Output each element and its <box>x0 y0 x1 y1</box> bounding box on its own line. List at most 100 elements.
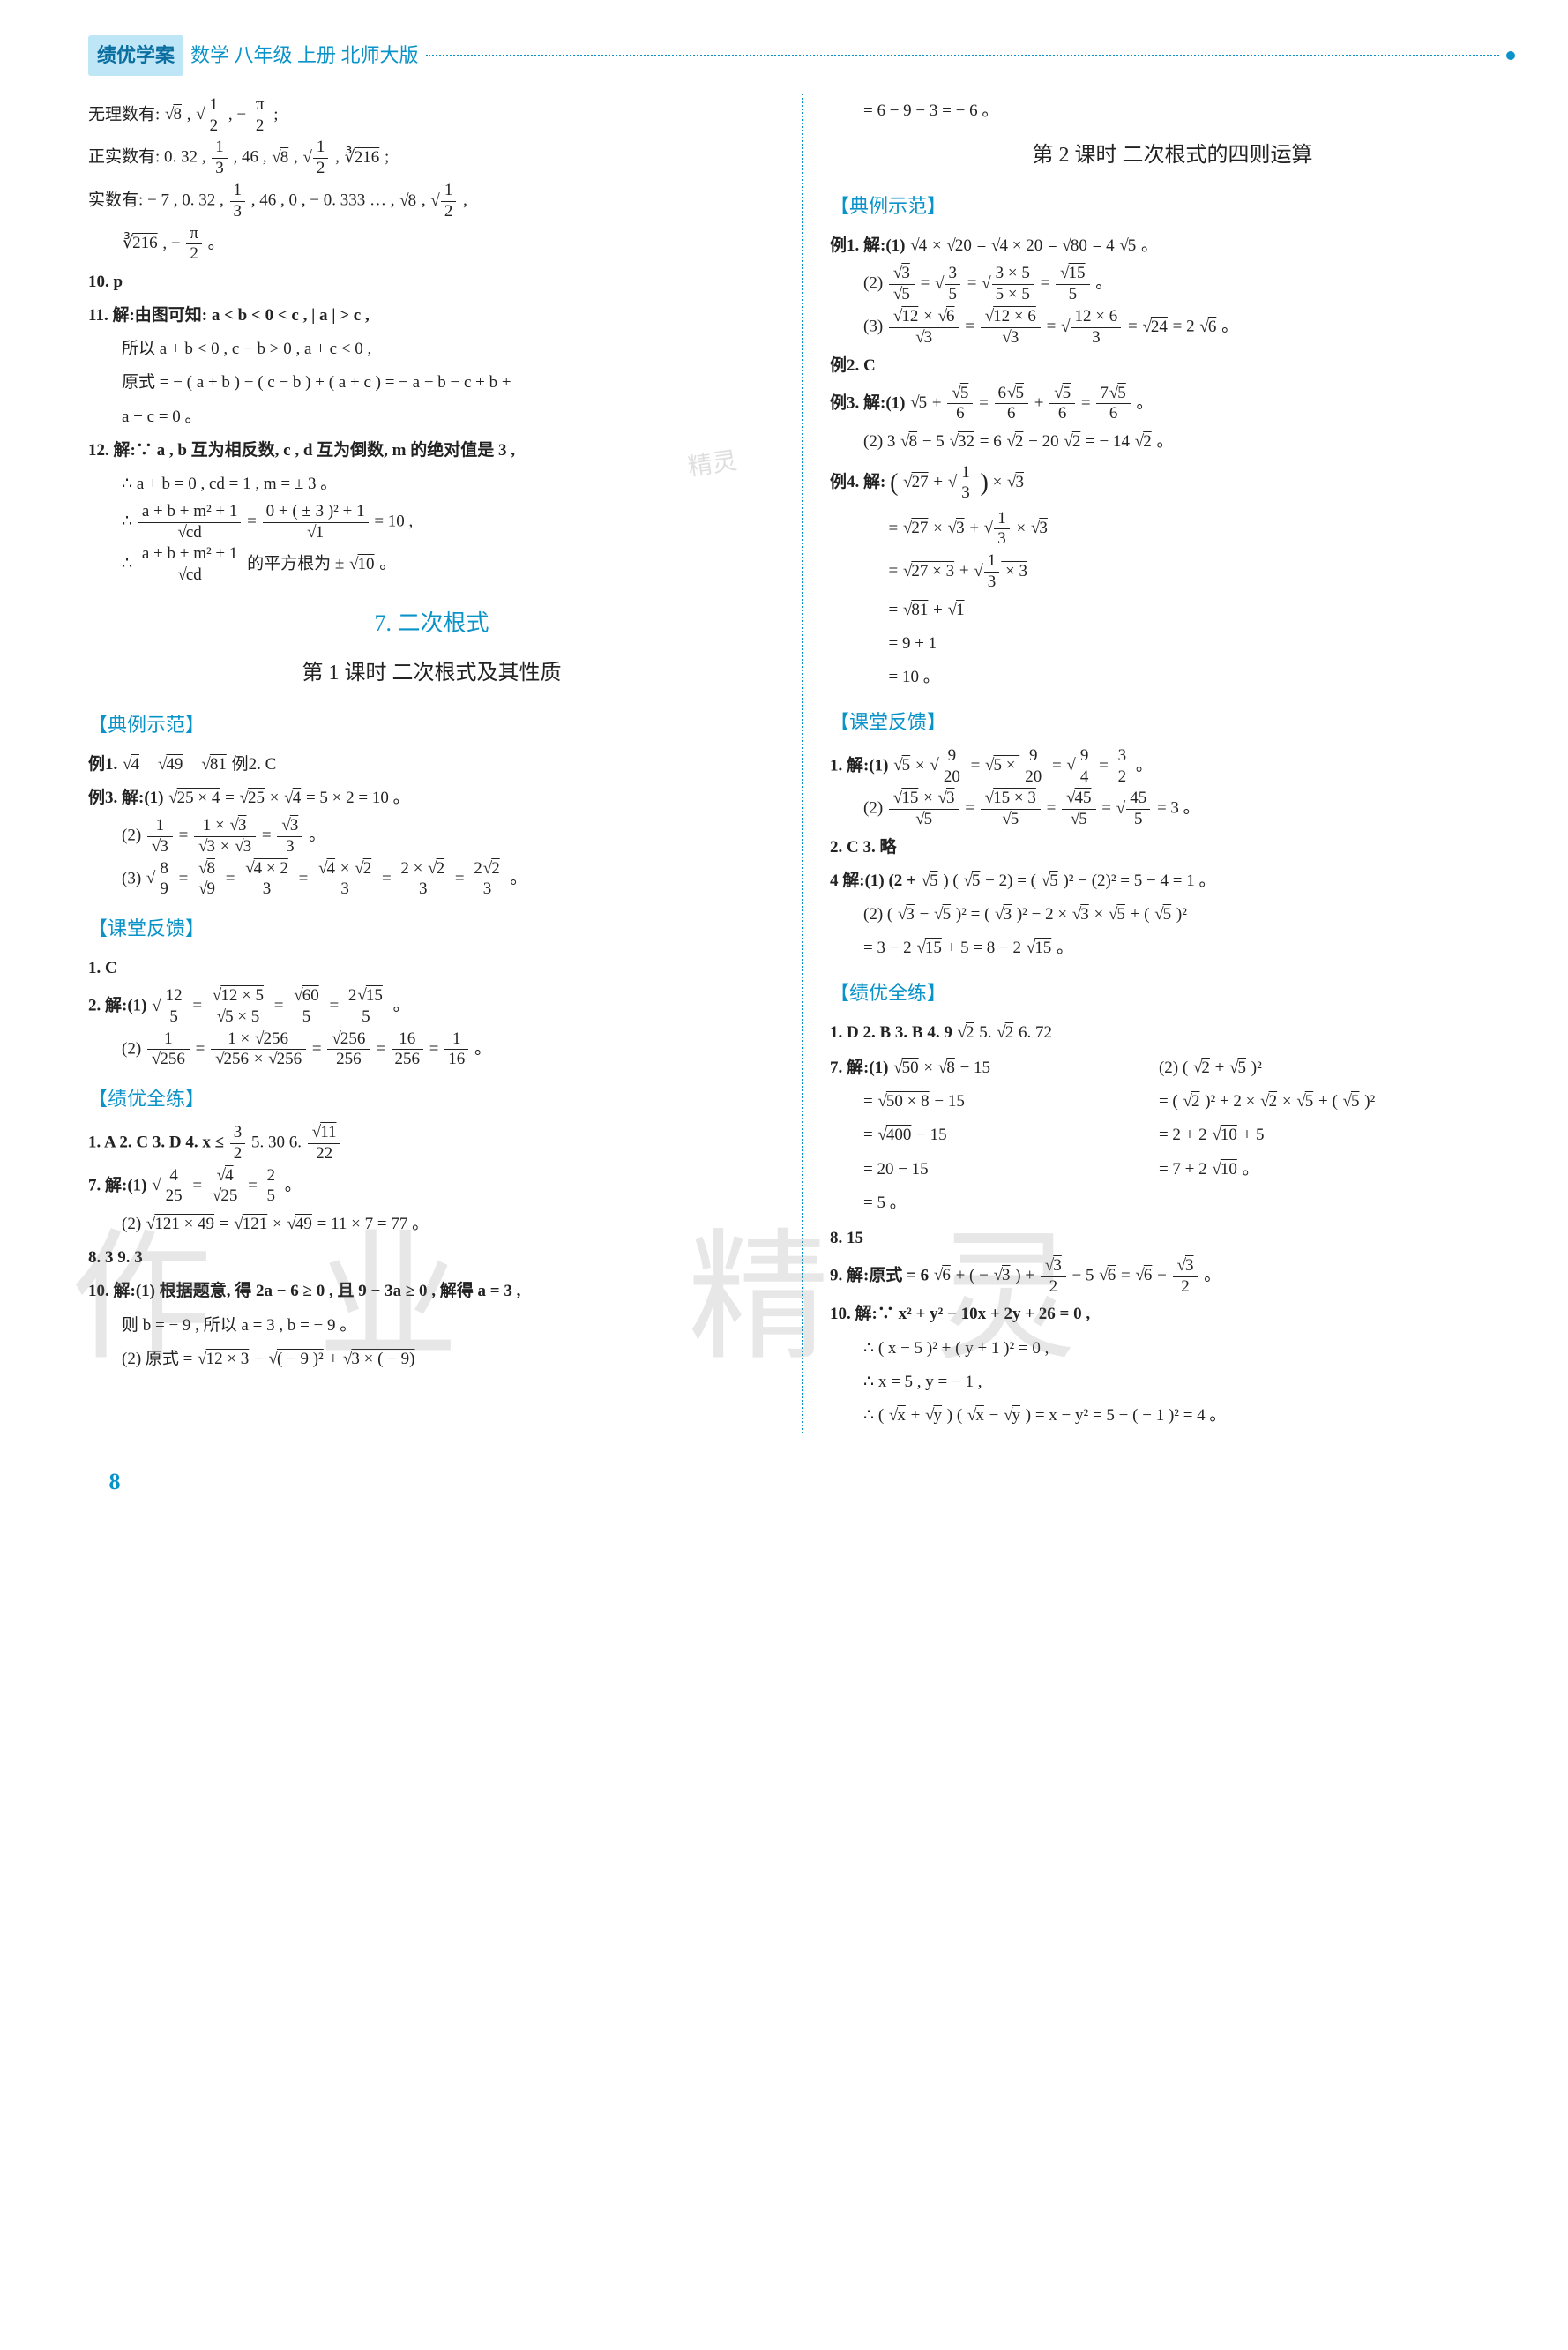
text: + 5 <box>1243 1126 1265 1144</box>
text: 例2. C <box>232 755 277 774</box>
sqrt: 2 <box>1183 1092 1201 1111</box>
rkt1: 1. 解:(1) <box>830 756 888 775</box>
sqrt: 400 <box>877 1126 912 1144</box>
line: 2. 解:(1) 125 = 12 × 55 × 5 = 605 = 2155 … <box>88 986 775 1028</box>
sqrt: 5 <box>909 393 928 412</box>
q11: 11. 解:由图可知: a < b < 0 < c , | a | > c , <box>88 306 370 325</box>
sqrt: 81 <box>200 755 227 774</box>
text: (2) <box>863 799 883 818</box>
line: = 5 。 <box>830 1187 1159 1219</box>
sqrt: y <box>1003 1406 1021 1425</box>
jy7: 7. 解:(1) <box>88 1176 146 1194</box>
text: , 46 , <box>234 148 267 167</box>
section-heading: 【典例示范】 <box>830 188 1515 225</box>
rjy7a: 7. 解:(1) <box>830 1059 892 1077</box>
line: (2) ( 3 − 5 )² = ( 3 )² − 2 × 3 × 5 + ( … <box>830 899 1515 931</box>
line: 无理数有: 8 , 12 , − π2 ; <box>88 95 775 137</box>
sqrt: 8 <box>900 432 918 451</box>
text: ∴ ( <box>863 1406 884 1425</box>
line: 1. C <box>88 953 775 984</box>
cuberoot: 216 <box>122 234 159 252</box>
sqrt: 50 <box>892 1059 919 1077</box>
text: (2) ( <box>1159 1059 1188 1077</box>
text: 。 <box>1137 393 1154 412</box>
rjy-row: 1. D 2. B 3. B 4. 9 <box>830 1023 952 1042</box>
text: = 3 。 <box>1157 799 1200 818</box>
line: 10. 解:∵ x² + y² − 10x + 2y + 26 = 0 , <box>830 1298 1515 1330</box>
header-dot-icon <box>1506 51 1515 60</box>
line: (2) 121 × 49 = 121 × 49 = 11 × 7 = 77 。 <box>88 1209 775 1240</box>
sqrt: 24 <box>1141 318 1168 336</box>
line: (3) 89 = 89 = 4 × 23 = 4 × 23 = 2 × 23 =… <box>88 859 775 901</box>
two-col-work: 7. 解:(1) 50 × 8 − 15 = 50 × 8 − 15 = 400… <box>830 1051 1515 1220</box>
text: ) ( <box>947 1406 962 1425</box>
kt1: 1. C <box>88 959 117 977</box>
sqrt: 5 <box>933 905 952 924</box>
text: 5. 30 6. <box>251 1134 302 1152</box>
line: 12. 解:∵ a , b 互为相反数, c , d 互为倒数, m 的绝对值是… <box>88 435 775 467</box>
text: = 7 + 2 <box>1159 1160 1207 1179</box>
line: 实数有: − 7 , 0. 32 , 13 , 46 , 0 , − 0. 33… <box>88 181 775 222</box>
text: (3) <box>122 869 141 887</box>
sqrt: ( − 9 )² <box>268 1350 325 1368</box>
line: (2) 13 = 1 × 33 × 3 = 33 。 <box>88 816 775 857</box>
work-right: (2) ( 2 + 5 )² = ( 2 )² + 2 × 2 × 5 + ( … <box>1159 1051 1515 1220</box>
frac: 16256 <box>392 1029 424 1071</box>
line: = 3 − 2 15 + 5 = 8 − 2 15 。 <box>830 932 1515 964</box>
line: = 27 × 3 + 13 × 3 <box>830 551 1515 593</box>
line: (2) ( 2 + 5 )² <box>1159 1052 1515 1084</box>
text: − 15 <box>934 1092 964 1111</box>
line: ∴ ( x − 5 )² + ( y + 1 )² = 0 , <box>830 1333 1515 1365</box>
text: − 15 <box>960 1059 990 1077</box>
text: ) + <box>1015 1266 1034 1284</box>
text: = 2 + 2 <box>1159 1126 1207 1144</box>
text: = <box>889 562 899 580</box>
frac: 155 <box>1056 264 1089 305</box>
frac: a + b + m² + 1cd <box>138 502 242 543</box>
line: 10. p <box>88 266 775 298</box>
jy89: 8. 3 9. 3 <box>88 1248 143 1267</box>
text: (2) <box>863 274 883 293</box>
line: (2) 15 × 35 = 15 × 35 = 455 = 455 = 3 。 <box>830 789 1515 830</box>
line: (2) 35 = 35 = 3 × 55 × 5 = 155 。 <box>830 264 1515 305</box>
frac: 1 × 33 × 3 <box>194 816 256 857</box>
text: − 2) = ( <box>985 872 1036 890</box>
text: = <box>1121 1266 1131 1284</box>
sqrt: 2 <box>1134 432 1153 451</box>
sqrt: 25 × 4 <box>168 789 220 807</box>
chapter-title: 7. 二次根式 <box>88 602 775 645</box>
frac: a + b + m² + 1cd <box>138 544 242 586</box>
line: = 10 。 <box>830 662 1515 693</box>
sqrt: 4 × 20 <box>990 236 1043 255</box>
sqrt: 5 <box>1295 1092 1314 1111</box>
text: = <box>889 601 902 619</box>
frac: 13 <box>212 138 228 179</box>
sqrt: 5 <box>921 872 939 890</box>
paren-icon: ( <box>890 469 898 497</box>
line: ∴ x = 5 , y = − 1 , <box>830 1366 1515 1398</box>
line: 原式 = − ( a + b ) − ( c − b ) + ( a + c )… <box>88 367 775 399</box>
frac: 1122 <box>308 1123 341 1164</box>
line: 8. 3 9. 3 <box>88 1242 775 1274</box>
text: 。 <box>1136 756 1153 775</box>
ex3: 例3. 解:(1) <box>88 789 168 807</box>
text: )² − 2 × <box>1017 905 1067 924</box>
sqrt: 121 <box>233 1215 268 1233</box>
sqrt: x <box>967 1406 985 1425</box>
line: 7. 解:(1) 425 = 425 = 25 。 <box>88 1166 775 1208</box>
page-number: 8 <box>88 1460 141 1503</box>
sqrt: 5 <box>1228 1059 1247 1077</box>
lesson-title: 第 2 课时 二次根式的四则运算 <box>830 136 1515 176</box>
line: 例1. 4 49 81 例2. C <box>88 749 775 781</box>
rjy8: 8. 15 <box>830 1229 863 1247</box>
frac: π2 <box>252 95 268 137</box>
sqrt: 5 <box>1118 236 1137 255</box>
frac: 12 × 63 <box>889 307 959 348</box>
text: 5. <box>979 1023 996 1042</box>
sqrt: 6 <box>1134 1266 1153 1284</box>
sqrt: 50 × 8 <box>877 1092 930 1111</box>
sqrt: 2 <box>1005 432 1024 451</box>
sqrt: 6 <box>1098 1266 1116 1284</box>
line: 11. 解:由图可知: a < b < 0 < c , | a | > c , <box>88 300 775 332</box>
sqrt: 32 <box>949 432 975 451</box>
